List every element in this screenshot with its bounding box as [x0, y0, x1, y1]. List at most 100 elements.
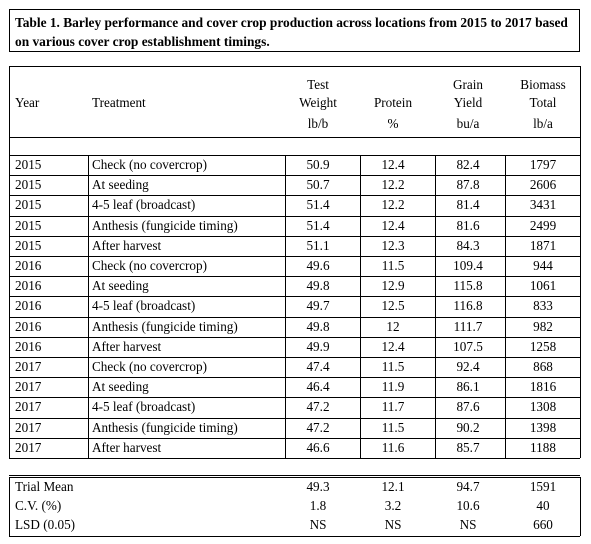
cell-test-weight: 51.1	[306, 238, 330, 253]
header-test: Test	[307, 77, 329, 92]
summary-biomass: 1591	[529, 479, 557, 494]
unit-yield: bu/a	[456, 116, 480, 131]
table-rule	[9, 397, 580, 398]
column-rule	[360, 155, 361, 458]
table-caption: Table 1. Barley performance and cover cr…	[9, 9, 580, 52]
cell-protein: 12.4	[381, 157, 405, 172]
table-rule	[9, 155, 580, 156]
column-rule	[9, 66, 10, 137]
summary-yield: 10.6	[456, 498, 480, 513]
cell-year: 2015	[15, 157, 42, 172]
summary-biomass: 660	[533, 517, 553, 532]
cell-year: 2016	[15, 278, 42, 293]
column-rule	[9, 155, 10, 458]
cell-biomass: 944	[533, 258, 553, 273]
cell-treatment: Check (no covercrop)	[92, 359, 207, 374]
cell-yield: 86.1	[456, 379, 480, 394]
table-rule	[9, 317, 580, 318]
cell-test-weight: 50.9	[306, 157, 330, 172]
table-rule	[9, 477, 580, 478]
cell-biomass: 868	[533, 359, 553, 374]
cell-treatment: Anthesis (fungicide timing)	[92, 319, 238, 334]
cell-yield: 111.7	[453, 319, 483, 334]
summary-test-weight: 49.3	[306, 479, 330, 494]
column-rule	[88, 155, 89, 458]
table-rule	[9, 195, 580, 196]
table-rule	[9, 137, 580, 138]
unit-protein: %	[387, 116, 399, 131]
table-rule	[9, 66, 580, 67]
cell-year: 2016	[15, 258, 42, 273]
table-rule	[9, 296, 580, 297]
header-total: Total	[529, 95, 557, 110]
cell-treatment: At seeding	[92, 278, 149, 293]
table-rule	[9, 357, 580, 358]
cell-treatment: 4-5 leaf (broadcast)	[92, 197, 196, 212]
cell-protein: 12	[386, 319, 400, 334]
cell-biomass: 3431	[529, 197, 557, 212]
header-protein: Protein	[373, 95, 413, 110]
cell-year: 2016	[15, 298, 42, 313]
header-biomass: Biomass	[520, 77, 566, 92]
cell-test-weight: 46.4	[306, 379, 330, 394]
summary-yield: 94.7	[456, 479, 480, 494]
cell-test-weight: 51.4	[306, 218, 330, 233]
table-rule	[9, 458, 580, 459]
cell-protein: 11.6	[381, 440, 405, 455]
header-year: Year	[15, 95, 40, 110]
header-treatment: Treatment	[92, 95, 146, 110]
cell-test-weight: 50.7	[306, 177, 330, 192]
cell-protein: 12.3	[381, 238, 405, 253]
header-grain: Grain	[452, 77, 484, 92]
cell-year: 2015	[15, 197, 42, 212]
cell-test-weight: 47.2	[306, 420, 330, 435]
cell-protein: 11.9	[381, 379, 405, 394]
cell-biomass: 1188	[530, 440, 556, 455]
header-weight: Weight	[299, 95, 337, 110]
table-rule	[9, 418, 580, 419]
cell-year: 2015	[15, 177, 42, 192]
cell-biomass: 1871	[529, 238, 557, 253]
cell-test-weight: 49.8	[306, 319, 330, 334]
cell-year: 2016	[15, 319, 42, 334]
table-rule	[9, 175, 580, 176]
table-rule	[9, 337, 580, 338]
cell-protein: 12.2	[381, 177, 405, 192]
unit-test-weight: lb/b	[307, 116, 329, 131]
cell-test-weight: 49.9	[306, 339, 330, 354]
column-rule	[285, 155, 286, 458]
cell-biomass: 1398	[529, 420, 557, 435]
column-rule	[435, 155, 436, 458]
cell-yield: 116.8	[453, 298, 483, 313]
cell-year: 2017	[15, 359, 42, 374]
cell-biomass: 1816	[529, 379, 557, 394]
cell-treatment: Anthesis (fungicide timing)	[92, 420, 238, 435]
cell-protein: 12.4	[381, 218, 405, 233]
column-rule	[580, 66, 581, 137]
summary-label: Trial Mean	[15, 479, 74, 494]
cell-year: 2017	[15, 440, 42, 455]
cell-biomass: 1308	[529, 399, 557, 414]
summary-label: LSD (0.05)	[15, 517, 76, 532]
cell-year: 2015	[15, 238, 42, 253]
cell-yield: 85.7	[456, 440, 480, 455]
cell-treatment: After harvest	[92, 339, 162, 354]
cell-biomass: 1797	[529, 157, 557, 172]
cell-treatment: After harvest	[92, 238, 162, 253]
cell-treatment: 4-5 leaf (broadcast)	[92, 298, 196, 313]
cell-treatment: At seeding	[92, 379, 149, 394]
summary-biomass: 40	[536, 498, 550, 513]
cell-treatment: 4-5 leaf (broadcast)	[92, 399, 196, 414]
summary-protein: NS	[384, 517, 402, 532]
table-rule	[9, 236, 580, 237]
cell-treatment: Check (no covercrop)	[92, 258, 207, 273]
column-rule	[580, 477, 581, 536]
cell-treatment: At seeding	[92, 177, 149, 192]
table-rule	[9, 276, 580, 277]
cell-protein: 11.7	[381, 399, 405, 414]
cell-yield: 115.8	[453, 278, 483, 293]
cell-year: 2015	[15, 218, 42, 233]
cell-biomass: 2499	[529, 218, 557, 233]
cell-biomass: 2606	[529, 177, 557, 192]
cell-year: 2016	[15, 339, 42, 354]
